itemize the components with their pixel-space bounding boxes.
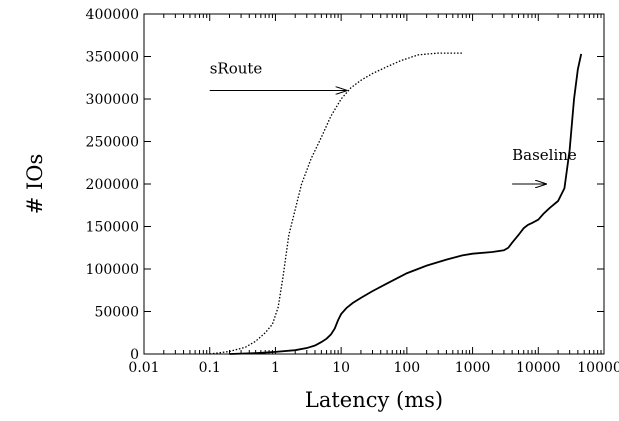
y-tick-label: 200000 (86, 177, 139, 193)
y-tick-label: 100000 (86, 262, 139, 278)
x-axis-title: Latency (ms) (305, 388, 443, 412)
y-axis-title: # IOs (23, 154, 47, 215)
x-tick-label: 0.1 (199, 360, 221, 376)
y-tick-label: 250000 (86, 135, 139, 151)
x-tick-label: 100 (393, 360, 420, 376)
x-tick-label: 0.01 (128, 360, 159, 376)
x-tick-label: 1000 (455, 360, 491, 376)
x-tick-label: 100000 (577, 360, 619, 376)
annotation-label-baseline: Baseline (512, 146, 577, 164)
y-tick-label: 150000 (86, 220, 139, 236)
y-tick-label: 400000 (86, 7, 139, 23)
annotation-label-sroute: sRoute (210, 60, 263, 78)
annotation-layer: sRoute Baseline (209, 60, 577, 185)
series-layer (209, 52, 583, 355)
x-axis: 0.01 0.1 1 10 100 1000 10000 100000 (128, 14, 619, 376)
y-axis: 0 50000 100000 150000 200000 250000 300000 3500… (86, 7, 604, 363)
x-tick-label: 10000 (516, 360, 561, 376)
x-tick-label: 1 (271, 360, 280, 376)
series-line-baseline (229, 53, 583, 355)
x-tick-label: 10 (332, 360, 350, 376)
y-tick-label: 50000 (94, 305, 139, 321)
y-tick-label: 300000 (86, 92, 139, 108)
y-tick-label: 0 (130, 347, 139, 363)
y-tick-label: 350000 (86, 50, 139, 66)
series-line-sroute (209, 52, 463, 355)
